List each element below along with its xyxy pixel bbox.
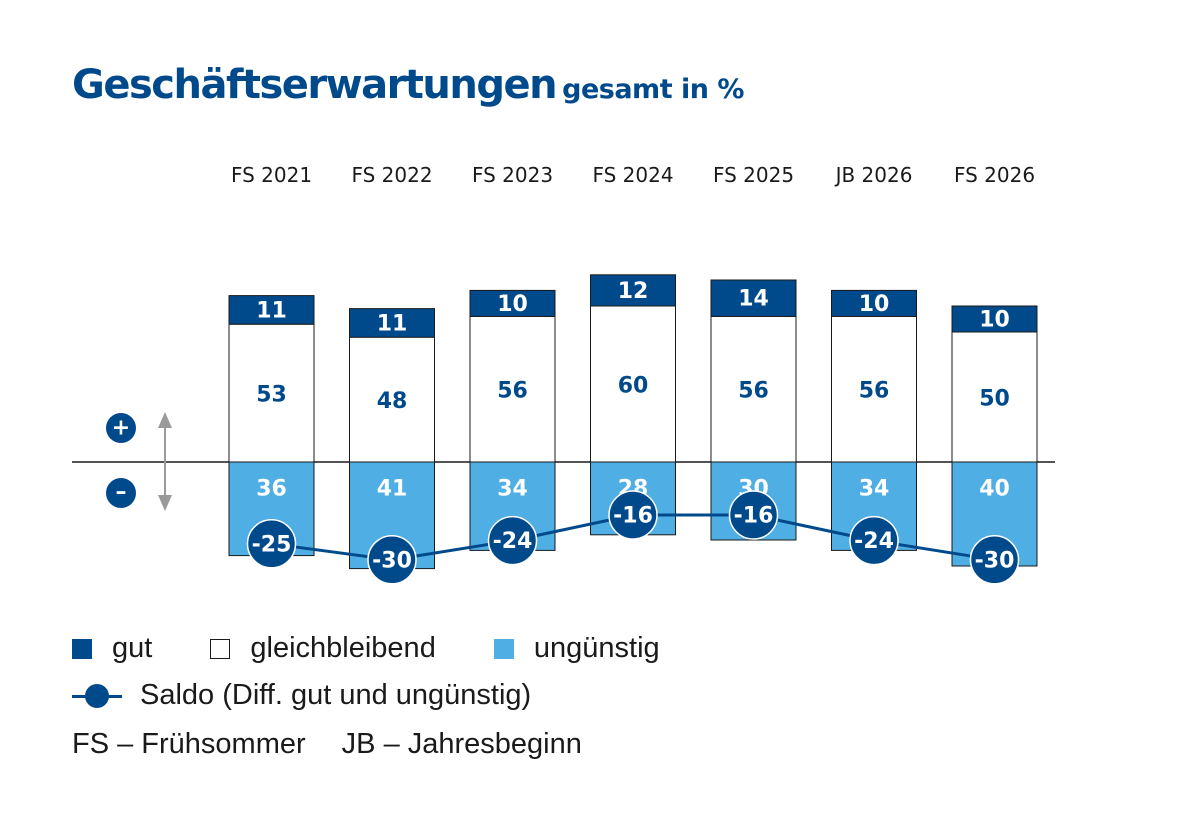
minus-marker-label: – [116,480,127,505]
saldo-data-label: -16 [613,504,653,529]
x-tick-label: FS 2023 [472,163,553,187]
data-label-gleichbleibend: 53 [256,383,287,408]
x-tick-label: FS 2021 [231,163,312,187]
saldo-point [487,515,538,566]
data-label-gut: 11 [256,298,287,323]
legend-label-saldo: Saldo (Diff. gut und ungünstig) [140,679,532,711]
bar-segment-gleichbleibend [951,331,1038,463]
legend-row-bars: gut gleichbleibend ungünstig [72,632,710,667]
legend-swatch-gut [72,638,92,659]
legend-label-gleichbleibend: gleichbleibend [250,632,436,664]
bar-segment-gut [951,305,1038,333]
bar-segment-gleichbleibend [710,315,797,463]
data-label-gleichbleibend: 56 [859,379,890,404]
data-label-unguenstig: 40 [979,477,1010,502]
chart-title: Geschäftserwartungen [72,62,558,108]
data-label-gleichbleibend: 48 [377,389,408,414]
data-label-unguenstig: 41 [377,477,408,502]
data-label-gut: 14 [738,287,769,312]
legend-label-unguenstig: ungünstig [533,632,660,664]
legend-item-saldo: Saldo (Diff. gut und ungünstig) [72,679,531,712]
saldo-data-label: -24 [854,529,894,554]
saldo-data-label: -30 [372,548,412,573]
legend-item-gut: gut [72,632,152,665]
abbreviation-jb: JB – Jahresbeginn [341,728,582,760]
data-label-gut: 11 [377,311,408,336]
bar-segment-gut [710,279,797,317]
saldo-data-label: -25 [252,532,292,557]
data-label-unguenstig: 36 [256,477,287,502]
bar-segment-gut [590,274,676,307]
legend-label-gut: gut [112,632,153,664]
chart-title-block: Geschäftserwartungen gesamt in % [72,62,744,108]
saldo-point [608,490,658,540]
data-label-unguenstig: 34 [859,477,890,502]
data-label-unguenstig: 34 [497,477,528,502]
bar-segment-gut [228,295,315,325]
legend-item-unguenstig: ungünstig [493,632,660,665]
saldo-point [969,535,1020,585]
x-tick-label: FS 2025 [713,163,794,187]
data-label-gleichbleibend: 56 [497,379,528,404]
legend-saldo-line-icon [72,683,122,708]
bar-segment-gut [831,289,917,317]
data-label-gleichbleibend: 50 [979,387,1010,412]
x-tick-label: FS 2026 [954,163,1035,187]
saldo-data-label: -24 [493,529,533,554]
x-tick-label: FS 2022 [351,163,432,187]
saldo-data-label: -16 [734,504,774,529]
saldo-data-label: -30 [975,548,1015,573]
bar-segment-gleichbleibend [228,323,315,463]
x-tick-label: JB 2026 [834,163,913,187]
bar-segment-gleichbleibend [590,305,676,463]
legend-swatch-gleichbleibend [210,638,231,659]
bar-segment-gleichbleibend [831,315,917,463]
data-label-gleichbleibend: 60 [618,374,649,399]
data-label-gut: 12 [618,279,649,304]
abbreviation-note: FS – Frühsommer JB – Jahresbeginn [72,728,618,761]
saldo-point [246,519,297,569]
chart-subtitle: gesamt in % [562,74,744,105]
x-tick-label: FS 2024 [592,163,673,187]
minus-marker-icon [106,478,136,508]
data-label-gut: 10 [497,292,528,317]
data-label-gut: 10 [859,292,890,317]
bar-segment-gleichbleibend [349,336,435,463]
saldo-point [728,490,779,540]
legend-row-saldo: Saldo (Diff. gut und ungünstig) [72,679,581,716]
data-label-gleichbleibend: 56 [738,379,769,404]
down-arrow-icon [158,495,172,511]
abbreviation-fs: FS – Frühsommer [72,728,306,760]
saldo-point [849,515,899,566]
legend-swatch-unguenstig [493,638,514,659]
data-label-gut: 10 [979,308,1010,333]
bar-segment-gut [349,308,435,338]
bar-segment-gut [469,289,556,317]
plus-marker-icon [106,413,136,443]
saldo-point [367,535,417,585]
up-arrow-icon [158,412,172,428]
legend-item-gleichbleibend: gleichbleibend [210,632,436,665]
plus-marker-label: + [112,416,130,441]
